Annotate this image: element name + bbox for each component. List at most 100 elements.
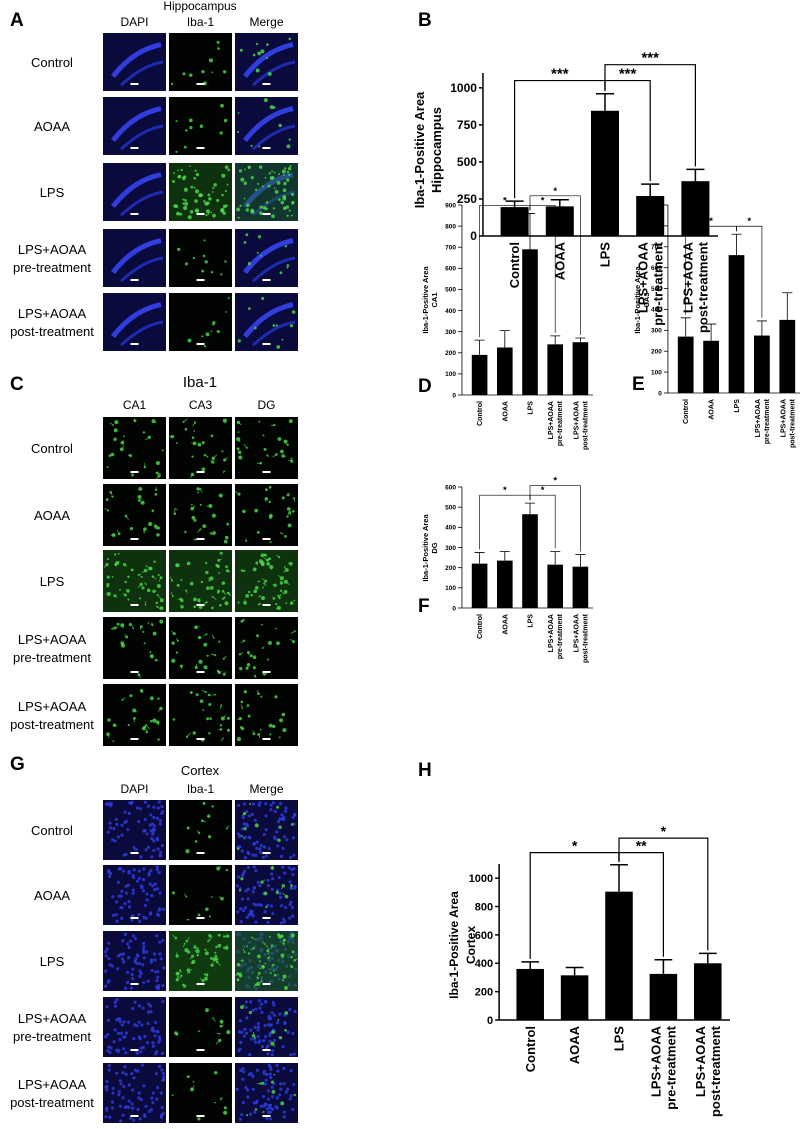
nucleus	[158, 819, 162, 823]
nucleus	[278, 891, 282, 896]
x-tick-label: LPS+AOAA	[680, 241, 695, 313]
nucleus	[131, 934, 136, 938]
nucleus	[145, 1041, 150, 1045]
nucleus	[154, 1020, 158, 1025]
hippocampus-structure	[111, 172, 162, 209]
nucleus	[120, 823, 124, 827]
nucleus	[265, 1107, 270, 1111]
microglia-process	[290, 638, 294, 642]
microglia	[291, 950, 295, 954]
microglia	[238, 889, 242, 892]
microglia-process	[178, 975, 182, 980]
microglia-process	[287, 492, 291, 496]
nucleus	[278, 1093, 282, 1097]
microglia-process	[210, 459, 214, 463]
microglia	[277, 437, 282, 441]
microglia	[208, 915, 211, 918]
y-tick-label: 800	[651, 223, 662, 230]
microglia	[246, 203, 250, 208]
microglia	[288, 138, 291, 141]
significance-label: ***	[641, 50, 659, 67]
green-haze	[169, 931, 232, 991]
nucleus	[259, 850, 263, 854]
nucleus	[132, 1118, 136, 1122]
y-tick-label: 500	[457, 155, 477, 169]
microglia-process	[282, 940, 285, 945]
nucleus	[237, 834, 242, 838]
microglia	[219, 724, 223, 727]
nucleus	[254, 869, 258, 873]
microglia	[239, 666, 243, 671]
scale-bar	[130, 1049, 139, 1051]
microglia	[236, 963, 241, 967]
nucleus	[118, 1104, 122, 1108]
error-bar	[680, 317, 691, 337]
nucleus	[277, 876, 281, 880]
row-label: LPS+AOAA	[18, 699, 87, 714]
nucleus	[282, 815, 286, 819]
microglia	[149, 651, 152, 654]
nucleus	[258, 1039, 262, 1043]
nucleus	[142, 956, 146, 960]
nucleus	[243, 869, 247, 873]
error-bar	[474, 339, 485, 355]
nucleus	[130, 1102, 134, 1106]
microglia	[268, 172, 272, 175]
error-bar	[499, 330, 510, 348]
row-label: LPS	[40, 185, 65, 200]
micrograph	[235, 684, 298, 746]
microglia	[191, 960, 196, 964]
microglia	[257, 51, 262, 56]
microglia	[211, 606, 214, 610]
micrograph-background	[235, 684, 298, 746]
x-tick-label: pre-treatment	[650, 241, 665, 325]
microglia	[182, 198, 185, 201]
row-label: AOAA	[34, 119, 70, 134]
microglia	[106, 575, 110, 579]
micrograph-background	[103, 229, 166, 287]
nucleus	[270, 872, 274, 876]
microglia	[210, 896, 213, 898]
nucleus	[289, 1053, 293, 1057]
microglia	[223, 596, 226, 599]
micrograph	[235, 293, 298, 351]
microglia-process	[276, 554, 280, 558]
x-tick-label: LPS+AOAA	[548, 401, 555, 439]
nucleus	[244, 1031, 249, 1035]
micrograph	[103, 293, 166, 351]
microglia-process	[260, 978, 263, 982]
microglia-process	[215, 1040, 220, 1045]
nucleus	[149, 1010, 153, 1014]
nucleus	[136, 1069, 140, 1073]
error-bar	[521, 961, 540, 969]
micrograph-background	[169, 293, 232, 351]
hippocampus-structure	[243, 172, 294, 209]
nucleus	[264, 814, 268, 818]
microglia	[225, 934, 230, 938]
microglia-process	[221, 582, 224, 585]
nucleus	[145, 898, 149, 902]
microglia	[237, 112, 240, 114]
microglia	[247, 307, 251, 310]
hippocampus-structure	[111, 106, 162, 143]
nucleus	[152, 805, 156, 809]
micrograph	[235, 1063, 298, 1123]
nucleus	[267, 846, 271, 851]
hippocampus-structure	[243, 302, 294, 339]
nucleus	[141, 963, 145, 967]
microglia-process	[289, 512, 292, 516]
microglia	[238, 450, 242, 455]
microglia-process	[278, 934, 281, 937]
nucleus	[138, 806, 143, 811]
microglia	[129, 527, 134, 531]
significance-label: *	[553, 186, 557, 197]
nucleus	[107, 957, 111, 961]
microglia-process	[130, 624, 134, 628]
nucleus	[248, 1053, 252, 1057]
nucleus	[142, 945, 146, 949]
microglia-process	[212, 1017, 216, 1022]
nucleus	[243, 835, 248, 839]
nucleus	[161, 983, 165, 988]
microglia-process	[282, 976, 285, 981]
significance-label: ***	[551, 66, 569, 83]
